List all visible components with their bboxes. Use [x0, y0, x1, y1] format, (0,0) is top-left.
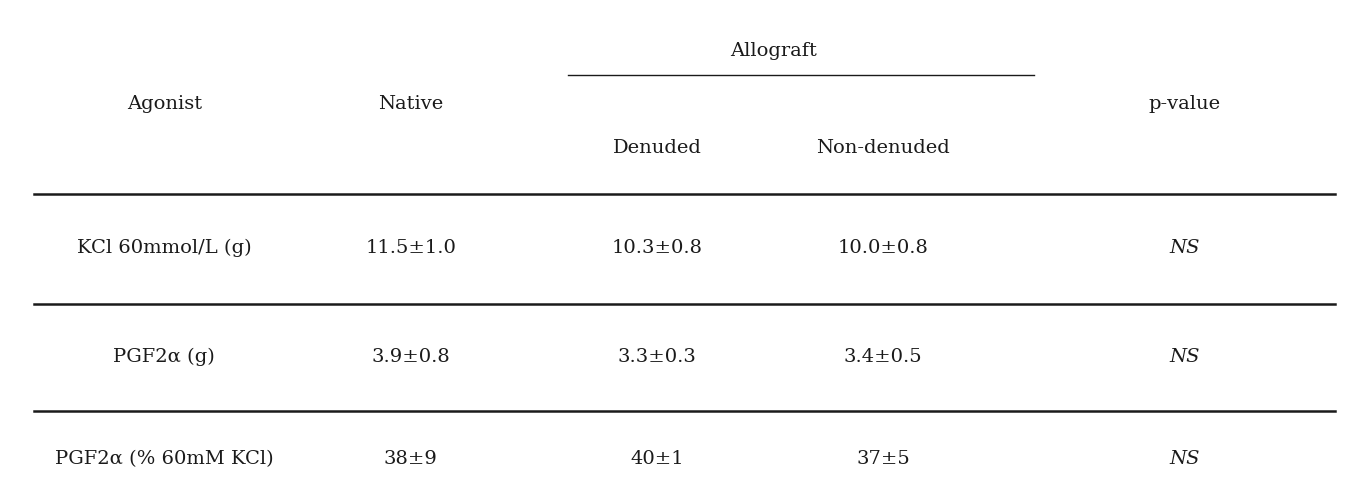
Text: Agonist: Agonist	[127, 95, 201, 114]
Text: Denuded: Denuded	[613, 139, 701, 157]
Text: Native: Native	[378, 95, 444, 114]
Text: KCl 60mmol/L (g): KCl 60mmol/L (g)	[77, 239, 252, 257]
Text: 10.0±0.8: 10.0±0.8	[838, 239, 928, 257]
Text: Non-denuded: Non-denuded	[816, 139, 950, 157]
Text: NS: NS	[1169, 450, 1199, 469]
Text: 3.4±0.5: 3.4±0.5	[843, 348, 923, 366]
Text: 3.3±0.3: 3.3±0.3	[617, 348, 697, 366]
Text: 38±9: 38±9	[383, 450, 438, 469]
Text: Allograft: Allograft	[730, 42, 817, 60]
Text: NS: NS	[1169, 239, 1199, 257]
Text: PGF2α (g): PGF2α (g)	[114, 348, 215, 366]
Text: 3.9±0.8: 3.9±0.8	[371, 348, 450, 366]
Text: 37±5: 37±5	[856, 450, 910, 469]
Text: PGF2α (% 60mM KCl): PGF2α (% 60mM KCl)	[55, 450, 274, 469]
Text: 40±1: 40±1	[630, 450, 684, 469]
Text: 11.5±1.0: 11.5±1.0	[366, 239, 456, 257]
Text: p-value: p-value	[1149, 95, 1220, 114]
Text: NS: NS	[1169, 348, 1199, 366]
Text: 10.3±0.8: 10.3±0.8	[612, 239, 702, 257]
